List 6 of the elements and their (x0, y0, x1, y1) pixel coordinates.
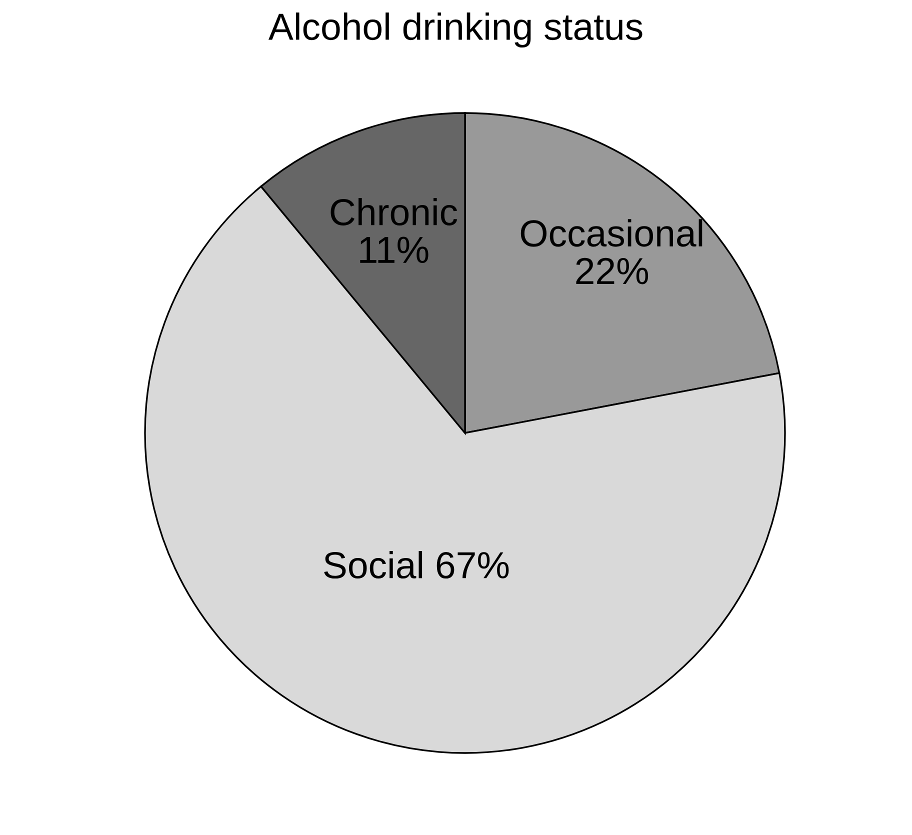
slice-label: Chronic (330, 198, 458, 226)
slice-label: Social 67% (324, 551, 509, 579)
slice-label: Occasional (520, 219, 702, 247)
data-label: 22% (576, 258, 648, 284)
chart-title: Alcohol drinking status (268, 12, 642, 48)
data-label: 11% (360, 236, 428, 264)
